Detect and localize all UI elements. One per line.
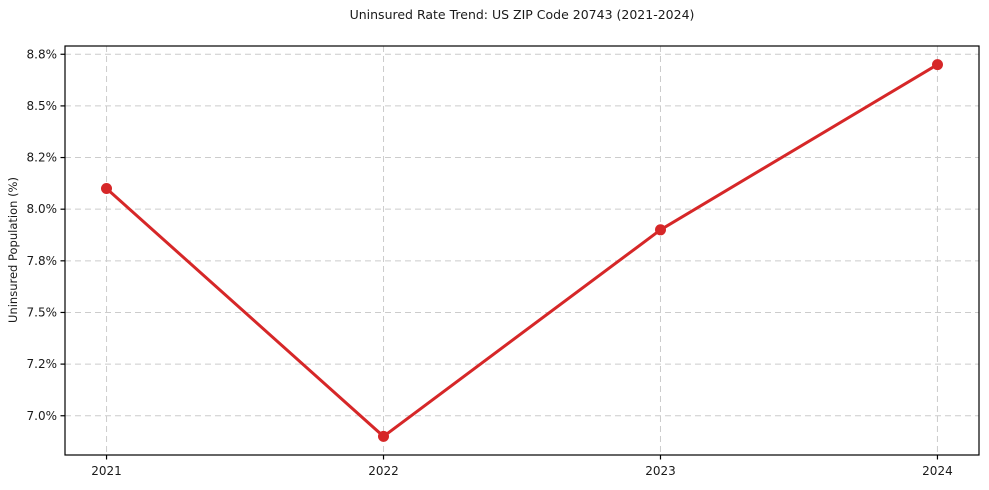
x-tick-label: 2021 bbox=[91, 464, 122, 478]
y-tick-label: 8.2% bbox=[27, 151, 58, 165]
y-tick-label: 7.8% bbox=[27, 254, 58, 268]
y-tick-label: 8.5% bbox=[27, 99, 58, 113]
trend-line bbox=[105, 63, 939, 438]
plot-border bbox=[64, 45, 980, 456]
data-point-marker bbox=[655, 224, 666, 236]
x-tick-label: 2023 bbox=[645, 464, 676, 478]
y-axis-label: Uninsured Population (%) bbox=[6, 177, 20, 323]
data-point-marker bbox=[378, 430, 389, 442]
x-tick-label: 2022 bbox=[368, 464, 399, 478]
y-tick-label: 8.0% bbox=[27, 202, 58, 216]
data-point-marker bbox=[932, 59, 943, 71]
y-tick-label: 7.2% bbox=[27, 357, 58, 371]
data-point-marker bbox=[101, 183, 112, 194]
x-tick-label: 2024 bbox=[922, 464, 953, 478]
y-tick-label: 7.5% bbox=[27, 305, 58, 319]
chart-title: Uninsured Rate Trend: US ZIP Code 20743 … bbox=[349, 7, 695, 22]
y-tick-label: 7.0% bbox=[27, 409, 58, 423]
y-tick-label: 8.8% bbox=[27, 47, 58, 61]
